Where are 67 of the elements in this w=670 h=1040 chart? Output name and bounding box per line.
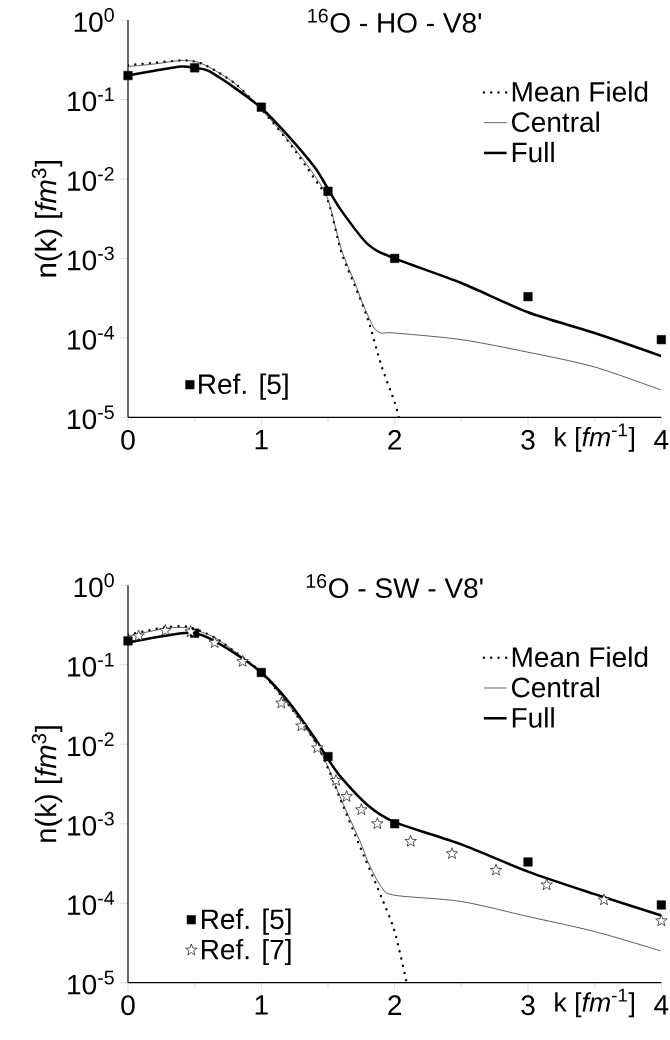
x-axis-title: k [fm$^{-1}$] (555, 423, 634, 452)
point (295, 719, 308, 732)
legend-label: Ref. [7] (201, 938, 291, 965)
point (311, 741, 324, 754)
point (275, 696, 288, 709)
point (390, 253, 400, 263)
chart-title: $^{16}$O - SW - V8' (306, 574, 483, 599)
legend-label: Ref. [5] (201, 908, 291, 935)
legend-label: Central (511, 676, 599, 698)
point (236, 655, 249, 667)
y-tick-label: 10$^{-4}$ (68, 891, 115, 916)
legend-label: Central (511, 111, 599, 133)
legend-label: Mean Field (512, 81, 648, 102)
point (340, 790, 353, 802)
point (256, 102, 266, 112)
point (256, 667, 266, 678)
legend-label: Ref. [5] (199, 373, 288, 400)
legend-label: Mean Field (512, 646, 648, 668)
point (123, 636, 133, 646)
y-axis-title: n(k) [fm$^{3}$] (31, 160, 63, 277)
x-tick-label: 4 (654, 430, 669, 450)
x-tick-label: 2 (388, 430, 402, 450)
point (404, 835, 417, 847)
point (184, 625, 197, 638)
y-tick-label: 10$^{-3}$ (68, 246, 114, 271)
x-tick-label: 3 (521, 430, 535, 450)
point (323, 752, 333, 762)
y-tick-label: 10$^{-1}$ (68, 87, 114, 112)
point (523, 292, 533, 302)
point (540, 878, 553, 891)
point (371, 817, 384, 829)
point (123, 71, 133, 81)
point (523, 857, 533, 867)
y-tick-label: 10$^{-3}$ (68, 811, 114, 836)
y-tick-label: 10$^{-2}$ (68, 732, 114, 757)
y-axis-title: n(k) [fm$^{3}$] (31, 726, 63, 842)
y-tick-label: 10$^{-1}$ (68, 652, 114, 677)
x-tick-label: 0 (121, 995, 135, 1016)
x-tick-label: 2 (388, 995, 402, 1015)
y-tick-label: 10$^{0}$ (74, 8, 114, 32)
point (323, 186, 333, 196)
x-tick-label: 1 (255, 430, 268, 450)
legend-label: Full (512, 707, 554, 728)
x-tick-label: 3 (521, 995, 535, 1016)
point (208, 636, 221, 648)
point (656, 335, 666, 345)
x-axis-title: k [fm$^{-1}$] (555, 988, 634, 1018)
point (190, 63, 200, 73)
y-tick-label: 10$^{-2}$ (68, 166, 114, 191)
point (656, 900, 666, 910)
x-tick-label: 4 (654, 995, 669, 1015)
chart-title: $^{16}$O - HO - V8' (308, 8, 482, 33)
x-tick-label: 0 (121, 430, 135, 450)
point (390, 819, 400, 829)
legend-label: Full (512, 141, 554, 163)
point (597, 893, 611, 906)
y-tick-label: 10$^{0}$ (74, 573, 114, 598)
point (132, 629, 145, 642)
point (355, 803, 368, 815)
y-tick-label: 10$^{-5}$ (68, 970, 114, 995)
point (329, 774, 343, 786)
point (445, 847, 459, 859)
x-tick-label: 1 (255, 995, 268, 1015)
point (159, 624, 172, 636)
y-tick-label: 10$^{-5}$ (68, 405, 114, 430)
y-tick-label: 10$^{-4}$ (68, 325, 115, 350)
point (489, 863, 503, 876)
